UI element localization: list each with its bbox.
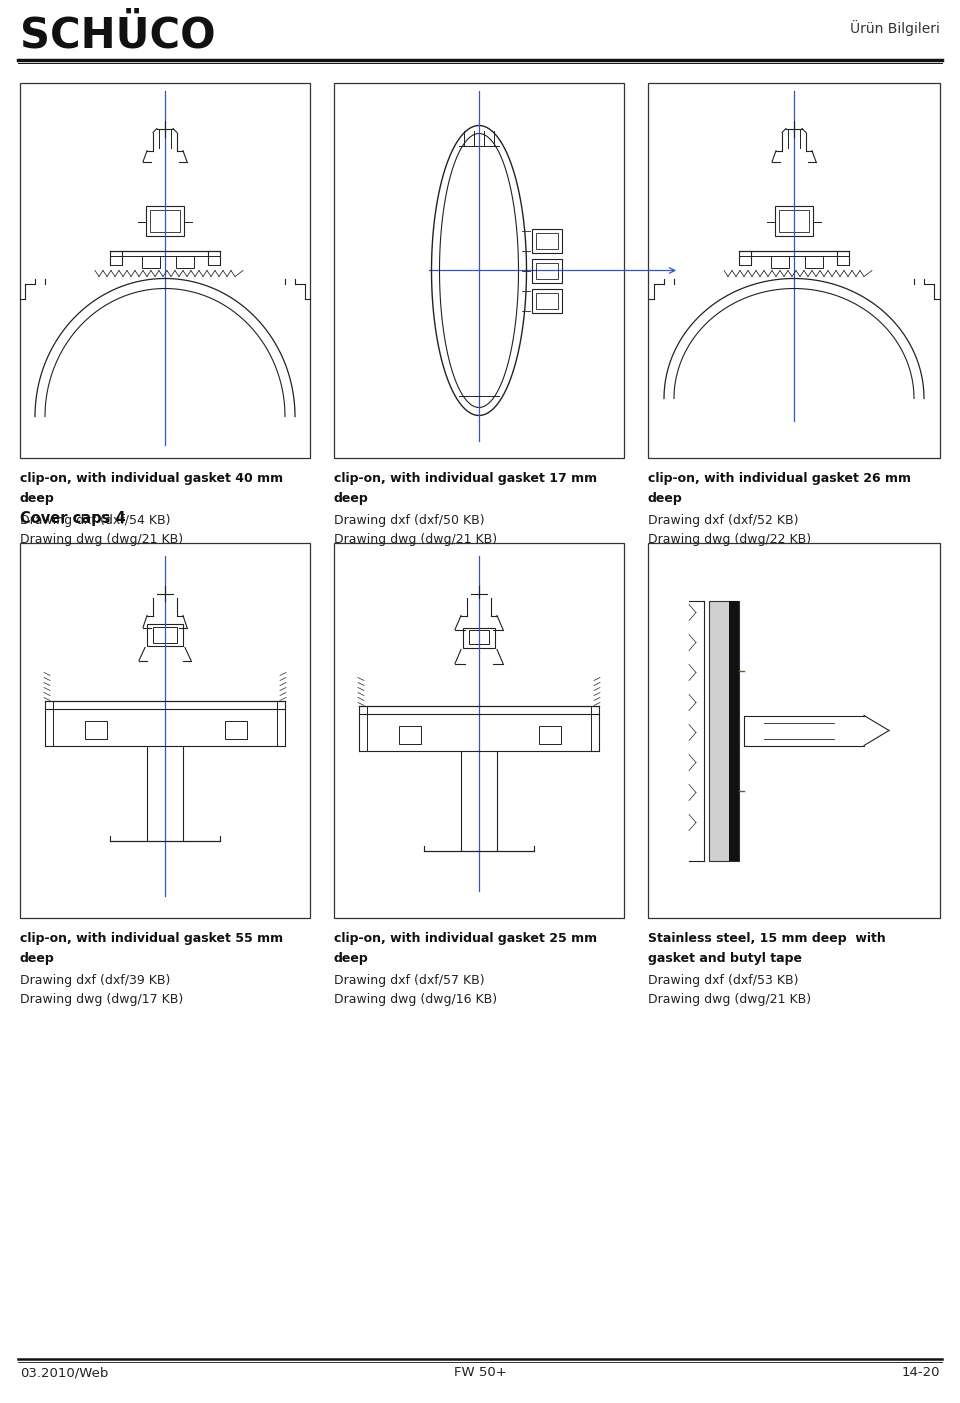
- Text: Drawing dxf (dxf/54 KB): Drawing dxf (dxf/54 KB): [20, 513, 171, 528]
- Text: Drawing dwg (dwg/22 KB): Drawing dwg (dwg/22 KB): [648, 533, 811, 546]
- Text: 03.2010/Web: 03.2010/Web: [20, 1367, 108, 1379]
- Bar: [469, 630, 489, 644]
- Text: 14-20: 14-20: [901, 1367, 940, 1379]
- Bar: [147, 623, 183, 645]
- Text: Stainless steel, 15 mm deep  with: Stainless steel, 15 mm deep with: [648, 932, 886, 946]
- Bar: [142, 255, 160, 268]
- Bar: [532, 258, 562, 282]
- Text: SCHÜCO: SCHÜCO: [20, 15, 216, 58]
- Bar: [536, 262, 558, 279]
- Bar: [334, 543, 624, 918]
- Text: Ürün Bilgileri: Ürün Bilgileri: [851, 20, 940, 36]
- Bar: [20, 83, 310, 457]
- Text: clip-on, with individual gasket 55 mm: clip-on, with individual gasket 55 mm: [20, 932, 283, 946]
- Text: Drawing dwg (dwg/21 KB): Drawing dwg (dwg/21 KB): [648, 993, 811, 1006]
- Text: Drawing dwg (dwg/21 KB): Drawing dwg (dwg/21 KB): [20, 533, 183, 546]
- Bar: [648, 543, 940, 918]
- Text: deep: deep: [334, 492, 369, 505]
- Bar: [536, 233, 558, 248]
- Bar: [153, 627, 177, 643]
- Bar: [532, 289, 562, 313]
- Bar: [20, 543, 310, 918]
- Bar: [150, 209, 180, 231]
- Bar: [648, 83, 940, 457]
- Bar: [85, 721, 107, 738]
- Text: Drawing dxf (dxf/50 KB): Drawing dxf (dxf/50 KB): [334, 513, 485, 528]
- Text: clip-on, with individual gasket 40 mm: clip-on, with individual gasket 40 mm: [20, 471, 283, 485]
- Text: Cover caps 4: Cover caps 4: [20, 511, 126, 526]
- Text: Drawing dxf (dxf/57 KB): Drawing dxf (dxf/57 KB): [334, 974, 485, 986]
- Bar: [463, 627, 495, 648]
- Bar: [805, 255, 823, 268]
- Text: FW 50+: FW 50+: [454, 1367, 506, 1379]
- Bar: [399, 725, 421, 744]
- Text: deep: deep: [20, 953, 55, 965]
- Text: gasket and butyl tape: gasket and butyl tape: [648, 953, 802, 965]
- Bar: [779, 209, 809, 231]
- Bar: [532, 229, 562, 253]
- Text: Drawing dwg (dwg/17 KB): Drawing dwg (dwg/17 KB): [20, 993, 183, 1006]
- Text: deep: deep: [334, 953, 369, 965]
- Text: Drawing dxf (dxf/53 KB): Drawing dxf (dxf/53 KB): [648, 974, 799, 986]
- Bar: [225, 721, 247, 738]
- Bar: [539, 725, 561, 744]
- Bar: [146, 205, 184, 236]
- Text: Drawing dxf (dxf/39 KB): Drawing dxf (dxf/39 KB): [20, 974, 170, 986]
- Bar: [536, 292, 558, 309]
- Text: deep: deep: [20, 492, 55, 505]
- Bar: [176, 255, 194, 268]
- Bar: [729, 600, 739, 860]
- Text: Drawing dxf (dxf/52 KB): Drawing dxf (dxf/52 KB): [648, 513, 799, 528]
- Text: deep: deep: [648, 492, 683, 505]
- Bar: [334, 83, 624, 457]
- Bar: [771, 255, 789, 268]
- Text: Drawing dwg (dwg/21 KB): Drawing dwg (dwg/21 KB): [334, 533, 497, 546]
- Text: clip-on, with individual gasket 26 mm: clip-on, with individual gasket 26 mm: [648, 471, 911, 485]
- Text: Drawing dwg (dwg/16 KB): Drawing dwg (dwg/16 KB): [334, 993, 497, 1006]
- Text: clip-on, with individual gasket 25 mm: clip-on, with individual gasket 25 mm: [334, 932, 597, 946]
- Bar: [775, 205, 813, 236]
- Bar: [709, 600, 739, 860]
- Text: clip-on, with individual gasket 17 mm: clip-on, with individual gasket 17 mm: [334, 471, 597, 485]
